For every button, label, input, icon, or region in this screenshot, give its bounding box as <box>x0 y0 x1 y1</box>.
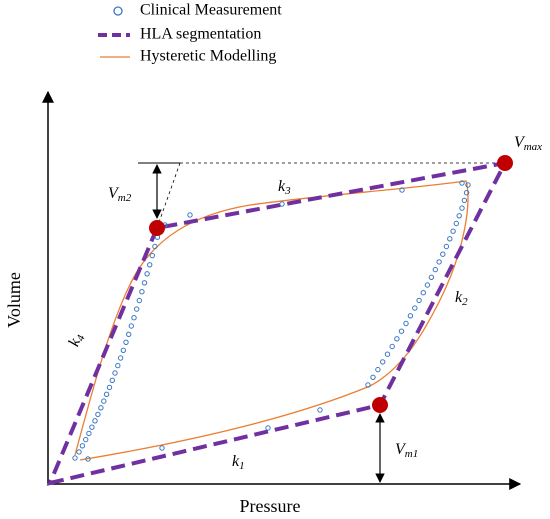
measurement-point <box>128 323 135 329</box>
measurement-point <box>123 339 129 345</box>
measurement-point <box>317 407 323 413</box>
measurement-point <box>399 187 405 193</box>
measurement-point <box>101 398 107 404</box>
measurement-point <box>147 262 153 268</box>
measurement-point <box>398 328 405 334</box>
measurement-point <box>144 271 150 277</box>
annotation: k3 <box>278 178 291 197</box>
annotation: Vm1 <box>395 441 418 460</box>
measurement-point <box>98 405 104 411</box>
model-curve <box>74 180 469 461</box>
annotation-base: k <box>232 453 240 470</box>
measurement-point <box>72 455 78 461</box>
measurement-point <box>365 382 371 388</box>
measurement-point <box>424 282 431 288</box>
measurement-point <box>76 449 82 455</box>
measurement-point <box>450 228 456 234</box>
annotation-sub: max <box>524 141 542 153</box>
measurement-point <box>416 297 422 304</box>
measurement-point <box>152 243 158 250</box>
measurement-point <box>85 456 91 462</box>
measurement-point <box>375 366 381 373</box>
measurement-point <box>120 347 127 353</box>
measurement-point <box>456 213 462 219</box>
measurement-point <box>432 266 438 273</box>
annotation: k4 <box>65 330 87 349</box>
measurement-point <box>95 411 101 418</box>
measurement-point <box>112 370 118 376</box>
annotation-base: V <box>395 441 407 458</box>
measurement-point <box>265 425 271 431</box>
y-axis-label: Volume <box>4 272 24 328</box>
measurement-point <box>384 351 391 357</box>
clinical-points <box>72 180 471 462</box>
measurement-point <box>459 180 465 186</box>
hla-segmentation <box>46 160 509 486</box>
measurement-point <box>131 315 137 321</box>
measurement-point <box>380 359 386 365</box>
annotation: Vm2 <box>108 185 132 204</box>
measurement-point <box>463 190 470 196</box>
measurement-point <box>370 374 376 380</box>
measurement-point <box>465 182 471 188</box>
measurement-point <box>89 424 95 430</box>
measurement-point <box>149 252 156 259</box>
measurement-point <box>443 243 450 250</box>
measurement-point <box>403 320 409 327</box>
key-point <box>149 220 165 236</box>
measurement-point <box>389 343 395 350</box>
legend-label: Hysteretic Modelling <box>140 48 276 65</box>
annotation-base: V <box>108 185 120 202</box>
measurement-point <box>117 355 124 361</box>
measurement-point <box>412 305 418 311</box>
measurement-point <box>461 197 468 204</box>
key-point <box>497 155 513 171</box>
measurement-point <box>83 436 89 443</box>
measurement-point <box>141 280 148 286</box>
guide-line <box>156 162 181 229</box>
measurement-point <box>459 205 465 211</box>
annotation-base: k <box>455 289 463 306</box>
legend-label: Clinical Measurement <box>140 2 282 19</box>
measurement-point <box>115 362 121 369</box>
annotation-sub: 3 <box>284 185 291 197</box>
annotation: k2 <box>455 289 468 308</box>
key-point <box>372 397 388 413</box>
measurement-point <box>139 289 145 295</box>
annotation-sub: m1 <box>405 448 418 460</box>
measurement-point <box>86 430 92 437</box>
measurement-point <box>103 391 110 397</box>
annotation-base: k <box>278 178 286 195</box>
measurement-point <box>126 331 132 337</box>
measurement-point <box>109 377 116 383</box>
legend: Clinical Measurement HLA segmentation Hy… <box>98 2 282 65</box>
measurement-point <box>394 336 400 342</box>
annotation-base: V <box>514 134 526 151</box>
measurement-point <box>159 445 165 451</box>
x-axis-label: Pressure <box>240 496 301 516</box>
measurement-point <box>420 290 426 296</box>
measurement-point <box>279 201 285 207</box>
measurement-point <box>453 220 459 227</box>
measurement-point <box>436 259 442 265</box>
measurement-point <box>407 313 414 319</box>
measurement-point <box>440 251 446 257</box>
measurement-point <box>79 443 86 449</box>
annotation-sub: m2 <box>118 192 132 204</box>
annotation: k1 <box>232 453 245 472</box>
measurement-point <box>92 418 98 424</box>
legend-marker <box>113 6 123 16</box>
measurement-point <box>106 384 113 391</box>
annotation-sub: 4 <box>74 333 87 343</box>
annotation: Vmax <box>514 134 542 153</box>
measurement-point <box>134 306 140 312</box>
measurement-point <box>428 274 435 280</box>
legend-label: HLA segmentation <box>140 26 261 43</box>
measurement-point <box>447 236 453 242</box>
measurement-point <box>136 297 143 304</box>
measurement-point <box>187 212 193 218</box>
annotation-sub: 1 <box>239 460 245 472</box>
annotation-sub: 2 <box>462 296 468 308</box>
